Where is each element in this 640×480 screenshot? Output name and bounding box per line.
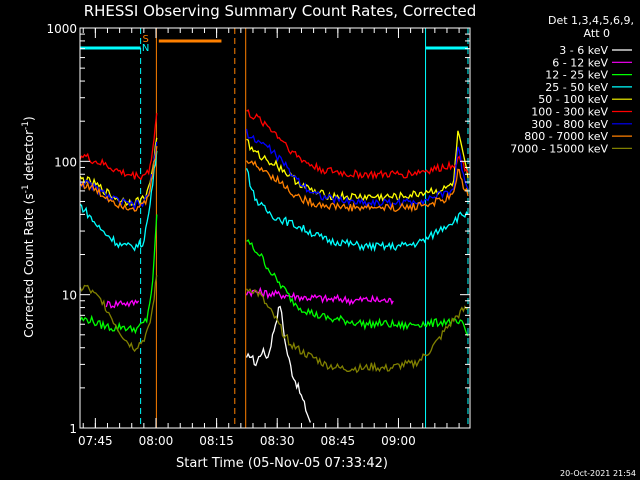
legend-header-line1: Det 1,3,4,5,6,9,	[548, 14, 634, 27]
series-line-0-0	[245, 305, 312, 423]
y-tick-label-1: 10	[62, 289, 77, 303]
legend-label-6: 300 - 800 keV	[531, 118, 608, 131]
series-line-8-0	[79, 275, 158, 353]
series-0	[245, 305, 312, 423]
series-3	[79, 150, 469, 253]
series-line-5-0	[79, 113, 158, 181]
legend-label-1: 6 - 12 keV	[552, 56, 608, 69]
x-tick-label-1: 08:00	[139, 434, 174, 448]
series-1	[105, 286, 394, 309]
flag-markers: SN	[80, 28, 469, 428]
y-tick-label-2: 100	[54, 155, 77, 169]
y-tick-label-3: 1000	[46, 22, 77, 36]
legend-label-4: 50 - 100 keV	[538, 93, 608, 106]
legend-label-8: 7000 - 15000 keV	[510, 142, 608, 155]
flag-marker-n: N	[142, 43, 149, 54]
legend-label-0: 3 - 6 keV	[559, 44, 608, 57]
series-line-7-1	[245, 160, 469, 213]
series-line-1-0	[105, 299, 140, 309]
series-8	[79, 275, 469, 374]
series-line-1-1	[245, 286, 394, 307]
series-line-2-1	[246, 239, 469, 337]
series-line-6-0	[79, 141, 158, 211]
x-tick-label-3: 08:30	[260, 434, 295, 448]
x-tick-label-5: 09:00	[381, 434, 416, 448]
series-line-2-0	[79, 214, 158, 335]
series-line-6-1	[245, 128, 469, 209]
series-2	[79, 214, 469, 337]
plot-frame	[79, 27, 471, 429]
series-5	[79, 109, 469, 181]
x-axis-label: Start Time (05-Nov-05 07:33:42)	[176, 456, 388, 471]
legend-header-line2: Att 0	[584, 27, 610, 40]
series-line-7-0	[79, 146, 158, 212]
series-line-3-0	[79, 150, 158, 252]
series-line-5-1	[246, 109, 469, 181]
chart-title: RHESSI Observing Summary Count Rates, Co…	[84, 2, 477, 20]
y-axis-label-mid: detector	[22, 130, 36, 185]
series-line-8-1	[245, 288, 469, 374]
series-line-3-1	[245, 168, 469, 253]
x-tick-label-0: 07:45	[78, 434, 113, 448]
y-axis-label-sup1: -1	[21, 184, 31, 193]
y-axis-label-sup2: -1	[21, 121, 31, 130]
y-axis-label: Corrected Count Rate (s-1 detector-1)	[21, 116, 36, 337]
legend-label-5: 100 - 300 keV	[531, 106, 608, 119]
y-tick-label-0: 1	[69, 422, 77, 436]
series-7	[79, 146, 469, 213]
legend-label-3: 25 - 50 keV	[545, 81, 608, 94]
y-axis-label-main: Corrected Count Rate (s	[22, 193, 36, 337]
footer-timestamp: 20-Oct-2021 21:54	[560, 469, 636, 478]
legend-label-2: 12 - 25 keV	[545, 69, 608, 82]
flag-marker-s: S	[142, 34, 148, 45]
x-tick-label-4: 08:45	[321, 434, 356, 448]
series-lines	[79, 109, 469, 423]
legend-label-7: 800 - 7000 keV	[524, 130, 608, 143]
series-6	[79, 128, 469, 211]
y-axis-label-end: )	[22, 116, 36, 121]
x-tick-label-2: 08:15	[199, 434, 234, 448]
axes: 1 10 100 1000 07:45 08:00 08:15 08:30 08:45 09:00	[46, 22, 471, 448]
